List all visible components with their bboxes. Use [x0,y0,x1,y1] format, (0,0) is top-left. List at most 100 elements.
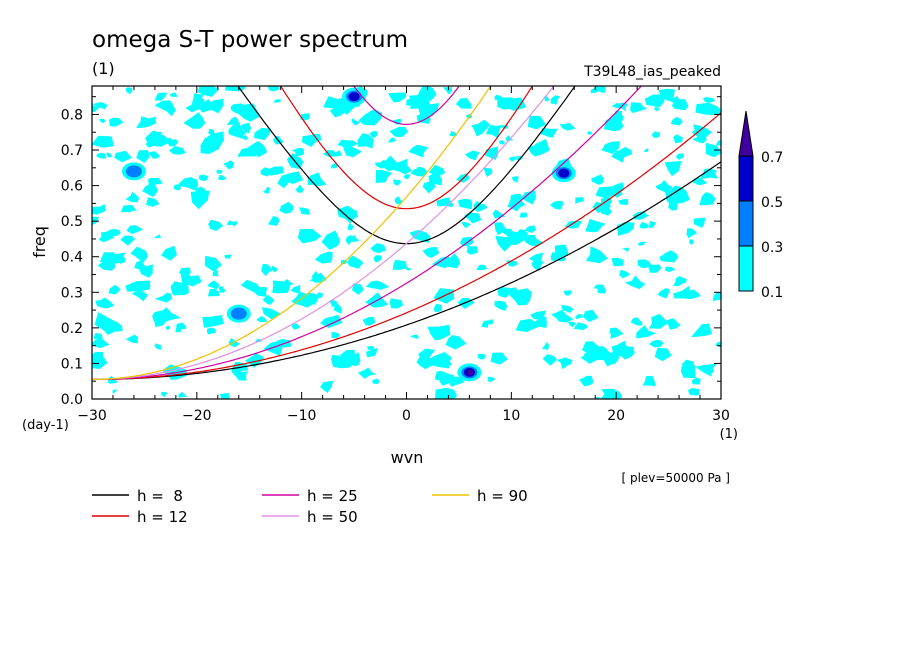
y-tick-label: 0.3 [61,285,83,301]
contour-patch [616,102,629,112]
level-note: [ plev=50000 Pa ] [621,471,730,485]
contour-patch [448,130,458,137]
contour-patch [93,333,103,340]
contour-patch [208,128,215,137]
contour-patch [512,176,519,183]
contour-patch [217,174,227,181]
contour-patch [95,297,113,308]
contour-patch [197,99,218,113]
contour-patch [648,313,669,329]
contour-patch [559,122,576,131]
contour-patch [179,267,191,280]
contour-patch [515,319,540,332]
contour-patch [154,234,161,239]
contour-patch [495,235,512,252]
contour-patch [204,255,223,272]
contour-patch [130,246,149,263]
contour-patch [654,107,660,111]
contour-patch [271,265,278,273]
contour-patch [451,376,465,385]
contour-patch [445,335,467,350]
contour-patch [675,153,685,160]
contour-patch [494,222,507,235]
contour-patch [240,134,249,141]
y-tick-label: 0.6 [61,179,83,195]
contour-patch [178,391,188,398]
contour-patch [134,260,148,273]
contour-patch [107,252,126,264]
contour-patch [394,196,403,205]
contour-patch [291,323,301,330]
y-tick-label: 0.1 [61,356,83,372]
contour-patch [593,284,602,289]
dispersion-curve-kelvin [92,86,643,380]
contour-patch [695,363,717,377]
contour-patch [352,283,364,295]
contour-patch [92,354,108,369]
contour-patch [505,135,514,142]
contour-patch [92,135,114,148]
contour-patch [644,94,665,108]
contour-patch [506,97,527,111]
contour-patch [197,86,220,97]
contour-patch [142,181,158,198]
chart-title: omega S-T power spectrum [92,27,408,53]
contour-patch [659,254,674,263]
contour-patch [680,363,696,378]
legend-label: h = 12 [137,508,188,526]
contour-patch [664,160,682,177]
contour-patch [649,340,664,348]
contour-patch [646,264,662,273]
contour-patch [436,197,454,208]
contour-patch [431,256,456,269]
contour-patch [97,259,116,271]
contour-patch [282,279,294,286]
contour-patch [106,152,113,158]
contour-patch [212,269,219,277]
contour-patch [268,216,280,226]
contour-patch [154,292,173,303]
contour-patch [550,200,564,210]
contour-patch [691,377,701,385]
contour-patch [466,246,478,252]
contour-patch [699,192,716,206]
contour-patch [228,121,247,139]
contour-patch [637,259,652,268]
contour-patch [99,237,108,241]
contour-patch [154,343,162,350]
colorbar-segment [738,155,754,202]
contour-patch [96,152,107,159]
contour-patch [200,137,220,154]
contour-patch [347,223,354,231]
contour-patch [245,352,264,368]
contour-patch [483,167,493,177]
axis-ticks [91,86,722,400]
contour-patch [422,180,436,194]
contour-patch [108,117,124,127]
contour-patch [527,115,546,130]
contour-patch [94,204,106,214]
contour-patch [256,315,268,322]
contour-patch [561,304,574,313]
colorbar-label: 0.3 [761,240,783,256]
contour-patch [490,352,508,365]
power-spot-inner [348,92,360,102]
contour-patch [148,151,160,159]
x-tick-label: 10 [502,408,520,424]
contour-patch [590,345,610,358]
contour-patch [108,285,121,295]
contour-patch [707,368,714,374]
contour-patch [125,280,151,292]
contour-patch [672,276,687,287]
contour-patch [198,174,209,181]
contour-patch [343,357,352,363]
contour-patch [497,287,511,298]
x-tick-label: −10 [287,408,317,424]
contour-patch [347,255,364,269]
contour-patch [403,174,411,180]
dispersion-curve-kelvin [92,86,492,380]
contour-patch [478,353,486,360]
contour-patch [649,220,656,229]
contour-patch [99,118,106,124]
